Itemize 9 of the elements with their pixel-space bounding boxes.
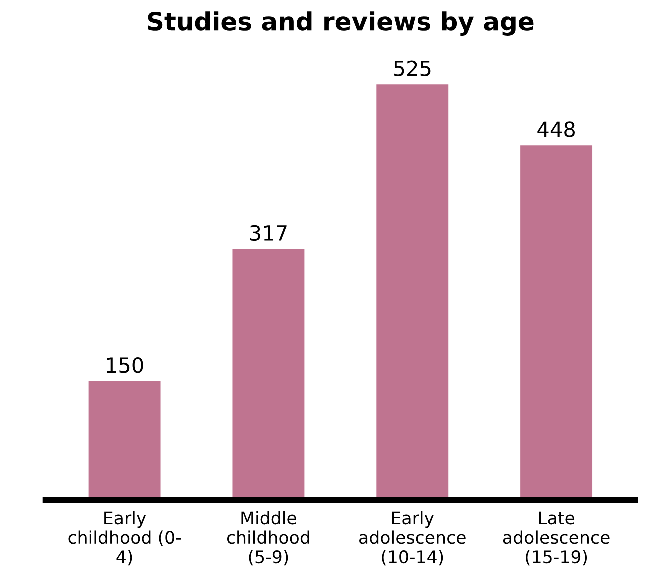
data-label: 150 [107, 357, 144, 374]
chart-title: Studies and reviews by age [148, 12, 534, 36]
x-tick-label: Middle childhood (5-9) [227, 511, 310, 566]
data-label: 317 [250, 225, 287, 242]
x-tick-label: Early childhood (0- 4) [68, 511, 181, 566]
x-tick-label: Late adolescence (15-19) [503, 512, 610, 566]
data-label: 448 [538, 122, 575, 138]
x-tick-label: Early adolescence (10-14) [360, 511, 466, 566]
data-label: 525 [394, 60, 431, 76]
